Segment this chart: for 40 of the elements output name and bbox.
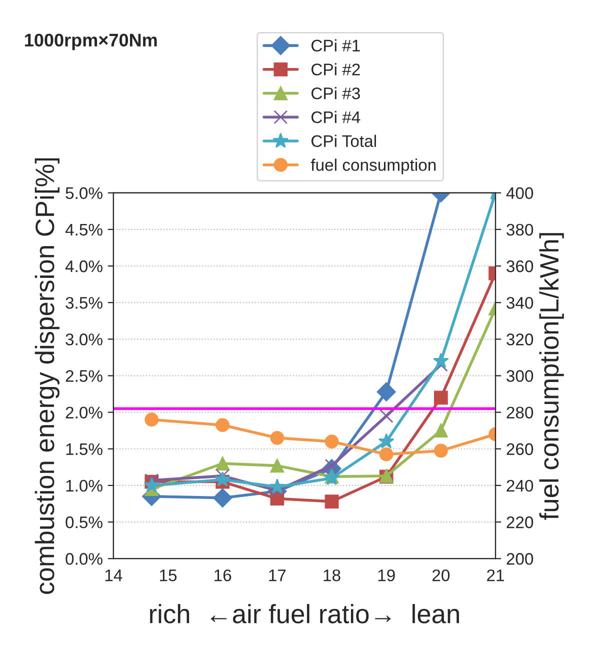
x-tick-label: 21 [487, 569, 504, 582]
y-tick-label: 2.0% [66, 406, 102, 419]
x-tick-label: 14 [105, 570, 122, 582]
y-tick-label: 0.5% [66, 516, 102, 528]
legend-label: CPi #4 [312, 110, 360, 124]
y-axis-title: combustion energy dispersion CPi[%] [34, 158, 60, 594]
y2-tick-label: 280 [506, 406, 534, 419]
y-tick-label: 3.0% [66, 334, 102, 346]
y2-tick-label: 260 [506, 443, 534, 456]
legend-label: CPi #3 [312, 87, 360, 100]
y-tick-label: 3.5% [66, 296, 102, 309]
x-tick-label: 19 [378, 569, 395, 582]
y-tick-label: 1.5% [66, 443, 102, 456]
y-tick-label: 5.0% [66, 187, 102, 200]
legend-label: CPi Total [312, 134, 376, 148]
x-tick-label: 16 [214, 569, 232, 582]
y2-tick-label: 240 [506, 480, 534, 492]
x-tick-label: 17 [269, 570, 286, 582]
y2-tick-label: 360 [506, 260, 534, 272]
y2-tick-label: 200 [506, 553, 534, 565]
y2-tick-label: 300 [506, 370, 534, 382]
y2-axis-title: fuel consumption[L/kWh] [539, 233, 564, 520]
x-tick-label: 18 [324, 569, 340, 582]
x-tick-label: 15 [160, 570, 177, 582]
y2-tick-label: 400 [506, 187, 534, 200]
legend-label: CPi #1 [312, 39, 360, 52]
chart-title: 1000rpm×70Nm [25, 34, 157, 50]
legend-label: fuel consumption [310, 158, 436, 174]
y-tick-label: 1.0% [66, 480, 102, 492]
y-tick-label: 4.5% [65, 224, 102, 236]
y2-tick-label: 220 [506, 516, 534, 528]
y2-tick-label: 320 [506, 334, 534, 346]
x-axis-title: rich ←air fuel ratio→ lean [150, 604, 459, 624]
x-tick-label: 20 [432, 569, 450, 582]
y-tick-label: 4.0% [65, 260, 102, 272]
legend-label: CPi #2 [312, 63, 360, 76]
y-tick-label: 0.0% [66, 553, 102, 565]
y2-tick-label: 340 [506, 296, 534, 309]
y-tick-label: 2.5% [66, 370, 102, 382]
y2-tick-label: 380 [506, 224, 534, 236]
